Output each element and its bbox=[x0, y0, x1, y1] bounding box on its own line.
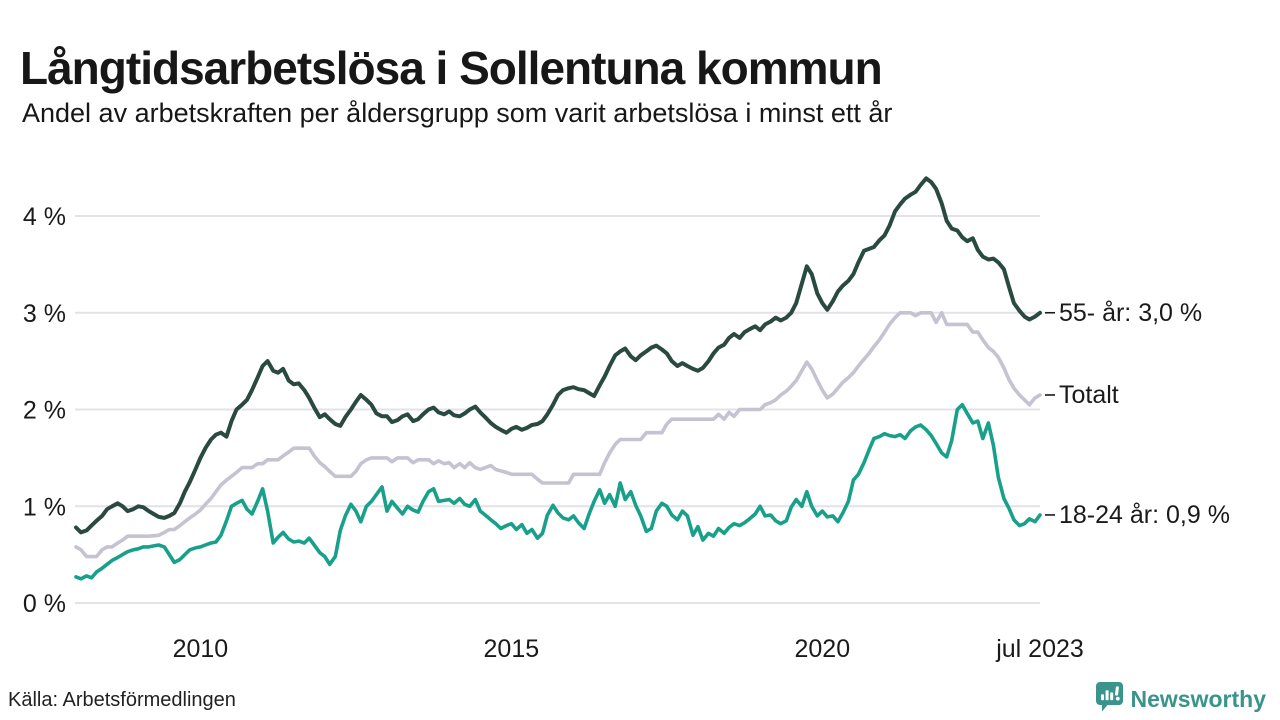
y-axis-label: 2 % bbox=[23, 397, 66, 425]
chart-subtitle: Andel av arbetskraften per åldersgrupp s… bbox=[22, 98, 893, 128]
newsworthy-logo: Newsworthy bbox=[1095, 682, 1266, 717]
x-axis-label: jul 2023 bbox=[995, 635, 1084, 663]
newsworthy-wordmark: Newsworthy bbox=[1130, 686, 1266, 712]
series-line-55-år bbox=[74, 176, 1042, 535]
series-end-label-55-år: 55- år: 3,0 % bbox=[1059, 299, 1202, 327]
series-line-18-24-år bbox=[74, 402, 1042, 581]
y-axis-label: 1 % bbox=[23, 493, 66, 521]
series-line-totalt bbox=[74, 310, 1042, 559]
y-axis-label: 3 % bbox=[23, 300, 66, 328]
newsworthy-bubble-chart-icon bbox=[1095, 682, 1123, 717]
x-axis-label: 2010 bbox=[173, 635, 229, 663]
series-end-label-totalt: Totalt bbox=[1059, 381, 1119, 409]
series-end-label-18-24-år: 18-24 år: 0,9 % bbox=[1059, 501, 1230, 529]
source-note: Källa: Arbetsförmedlingen bbox=[8, 689, 236, 711]
page-title: Långtidsarbetslösa i Sollentuna kommun bbox=[20, 41, 883, 94]
x-axis-label: 2020 bbox=[795, 635, 851, 663]
y-axis-label: 0 % bbox=[23, 590, 66, 618]
y-axis-label: 4 % bbox=[23, 203, 66, 231]
x-axis-label: 2015 bbox=[484, 635, 540, 663]
